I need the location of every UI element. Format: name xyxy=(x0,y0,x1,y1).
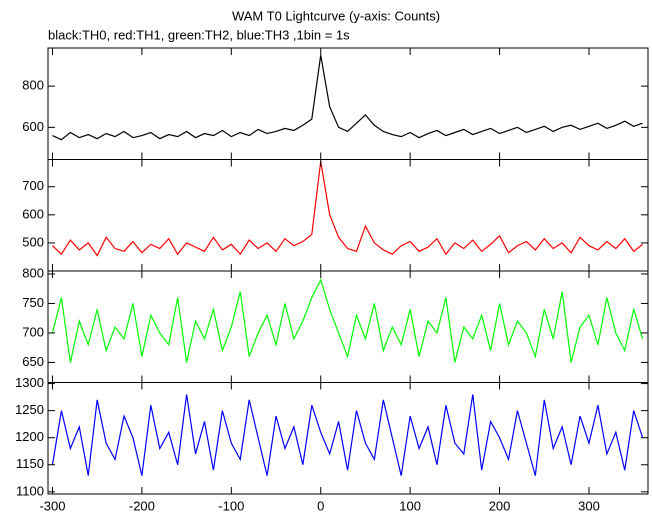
x-tick-label: 0 xyxy=(317,498,324,513)
y-tick-label: 650 xyxy=(22,354,44,369)
series-line xyxy=(52,161,644,257)
y-tick-label: 1300 xyxy=(15,375,44,390)
x-tick-label: -200 xyxy=(129,498,155,513)
panel-frame xyxy=(47,47,649,160)
y-tick-label: 1150 xyxy=(16,456,44,471)
y-tick-label: 750 xyxy=(22,295,44,310)
y-tick-label: 1200 xyxy=(15,429,44,444)
x-tick-label: 200 xyxy=(489,498,511,513)
y-tick-label: 500 xyxy=(22,234,44,249)
y-tick-label: 700 xyxy=(22,178,44,193)
series-line xyxy=(51,394,644,476)
x-tick-label: 300 xyxy=(578,498,600,513)
y-tick-label: 1100 xyxy=(16,483,44,498)
series-line xyxy=(51,278,644,363)
series-line xyxy=(52,55,643,141)
panel-frame xyxy=(47,159,649,272)
chart-subtitle: black:TH0, red:TH1, green:TH2, blue:TH3 … xyxy=(48,27,350,42)
y-tick-label: 1250 xyxy=(15,402,44,417)
y-tick-label: 700 xyxy=(22,324,44,339)
x-tick-label: 100 xyxy=(399,498,421,513)
y-tick-label: 800 xyxy=(22,265,44,280)
panel-frame xyxy=(47,270,649,383)
chart-title: WAM T0 Lightcurve (y-axis: Counts) xyxy=(232,8,440,23)
x-tick-label: -100 xyxy=(218,498,244,513)
x-tick-label: -300 xyxy=(39,498,65,513)
y-tick-label: 600 xyxy=(22,119,44,134)
panel-frame xyxy=(47,382,649,495)
y-tick-label: 800 xyxy=(22,78,44,93)
y-tick-label: 600 xyxy=(22,206,44,221)
